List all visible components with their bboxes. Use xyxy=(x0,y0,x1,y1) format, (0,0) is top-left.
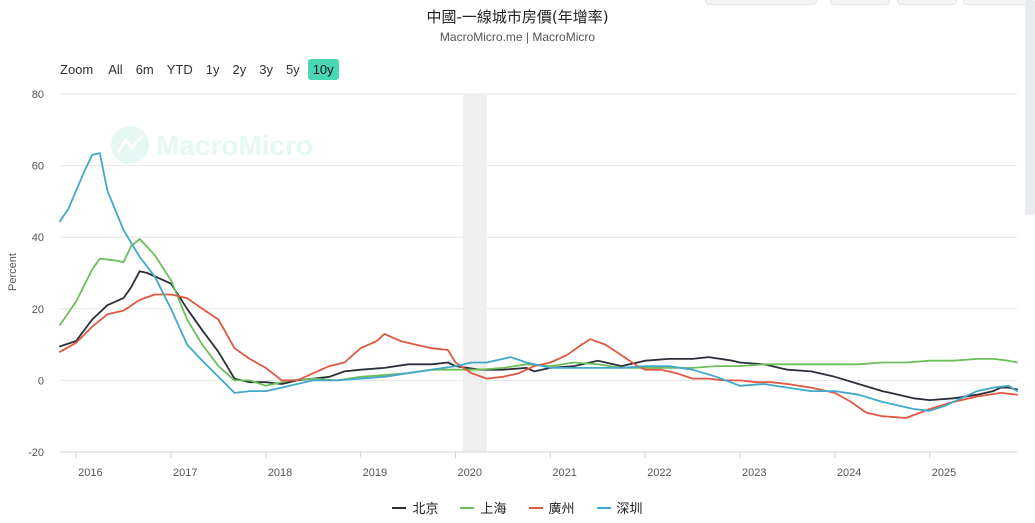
legend-item-3[interactable]: 廣州 xyxy=(528,498,575,517)
legend-label: 廣州 xyxy=(548,502,575,517)
line-chart: MacroMicro -20 0 20 40 60 80 2016 2017 2018 2019 2… xyxy=(7,89,1018,479)
range-selector: Zoom All 6m YTD 1y 2y 3y 5y 10y xyxy=(56,58,342,80)
series-line-2[interactable] xyxy=(59,238,1018,387)
legend-swatch xyxy=(460,506,475,509)
chart-title: 中國-一線城市房價(年增率) xyxy=(426,8,609,26)
series-line-3[interactable] xyxy=(59,293,1018,419)
x-tick-label: 2019 xyxy=(363,467,387,479)
macromicro-logo-icon xyxy=(111,126,149,164)
range-button-5y[interactable]: 5y xyxy=(285,61,300,77)
y-tick-label: 0 xyxy=(38,375,44,387)
x-tick-label: 2021 xyxy=(552,467,576,479)
legend-swatch xyxy=(528,506,543,509)
legend-swatch xyxy=(596,506,611,509)
range-button-2y[interactable]: 2y xyxy=(232,61,247,77)
legend-swatch xyxy=(392,506,407,509)
top-tab-3[interactable] xyxy=(897,0,957,5)
x-tick-label: 2016 xyxy=(78,467,102,479)
range-button-6m[interactable]: 6m xyxy=(135,61,154,77)
range-button-all[interactable]: All xyxy=(108,61,123,77)
legend-label: 北京 xyxy=(412,502,439,517)
macromicro-logo-mark xyxy=(116,135,144,153)
shaded-period-band xyxy=(463,94,487,452)
legend-item-1[interactable]: 北京 xyxy=(392,498,438,517)
top-tab-1[interactable] xyxy=(705,0,817,5)
watermark-text: MacroMicro xyxy=(156,130,313,161)
x-tick-label: 2024 xyxy=(837,467,861,479)
x-tick-label: 2023 xyxy=(742,467,766,479)
chart-subtitle: MacroMicro.me | MacroMicro xyxy=(439,30,596,44)
watermark: MacroMicro xyxy=(111,126,313,164)
y-tick-label: 40 xyxy=(32,232,44,244)
x-tick-label: 2018 xyxy=(268,467,292,479)
x-tick-label: 2022 xyxy=(647,467,671,479)
series-line-4[interactable] xyxy=(59,152,1018,412)
range-button-3y[interactable]: 3y xyxy=(259,61,273,77)
y-axis-label: Percent xyxy=(7,253,19,291)
top-tab-2[interactable] xyxy=(830,0,890,5)
range-button-ytd[interactable]: YTD xyxy=(166,61,193,77)
legend-item-2[interactable]: 上海 xyxy=(460,498,507,517)
y-tick-label: 80 xyxy=(32,89,44,101)
legend-label: 上海 xyxy=(480,502,507,517)
x-tick-label: 2017 xyxy=(173,467,197,479)
zoom-label: Zoom xyxy=(60,61,94,77)
y-tick-label: -20 xyxy=(28,447,44,459)
legend-item-4[interactable]: 深圳 xyxy=(596,498,643,517)
x-tick-label: 2020 xyxy=(458,467,482,479)
scrollbar[interactable] xyxy=(1025,0,1035,215)
range-button-1y[interactable]: 1y xyxy=(205,61,220,77)
y-tick-label: 20 xyxy=(32,304,44,316)
legend-label: 深圳 xyxy=(616,502,643,517)
x-tick-label: 2025 xyxy=(932,467,956,479)
range-button-10y[interactable]: 10y xyxy=(307,58,339,80)
y-tick-label: 60 xyxy=(32,161,44,173)
legend: 北京 上海 廣州 深圳 xyxy=(0,498,1035,517)
